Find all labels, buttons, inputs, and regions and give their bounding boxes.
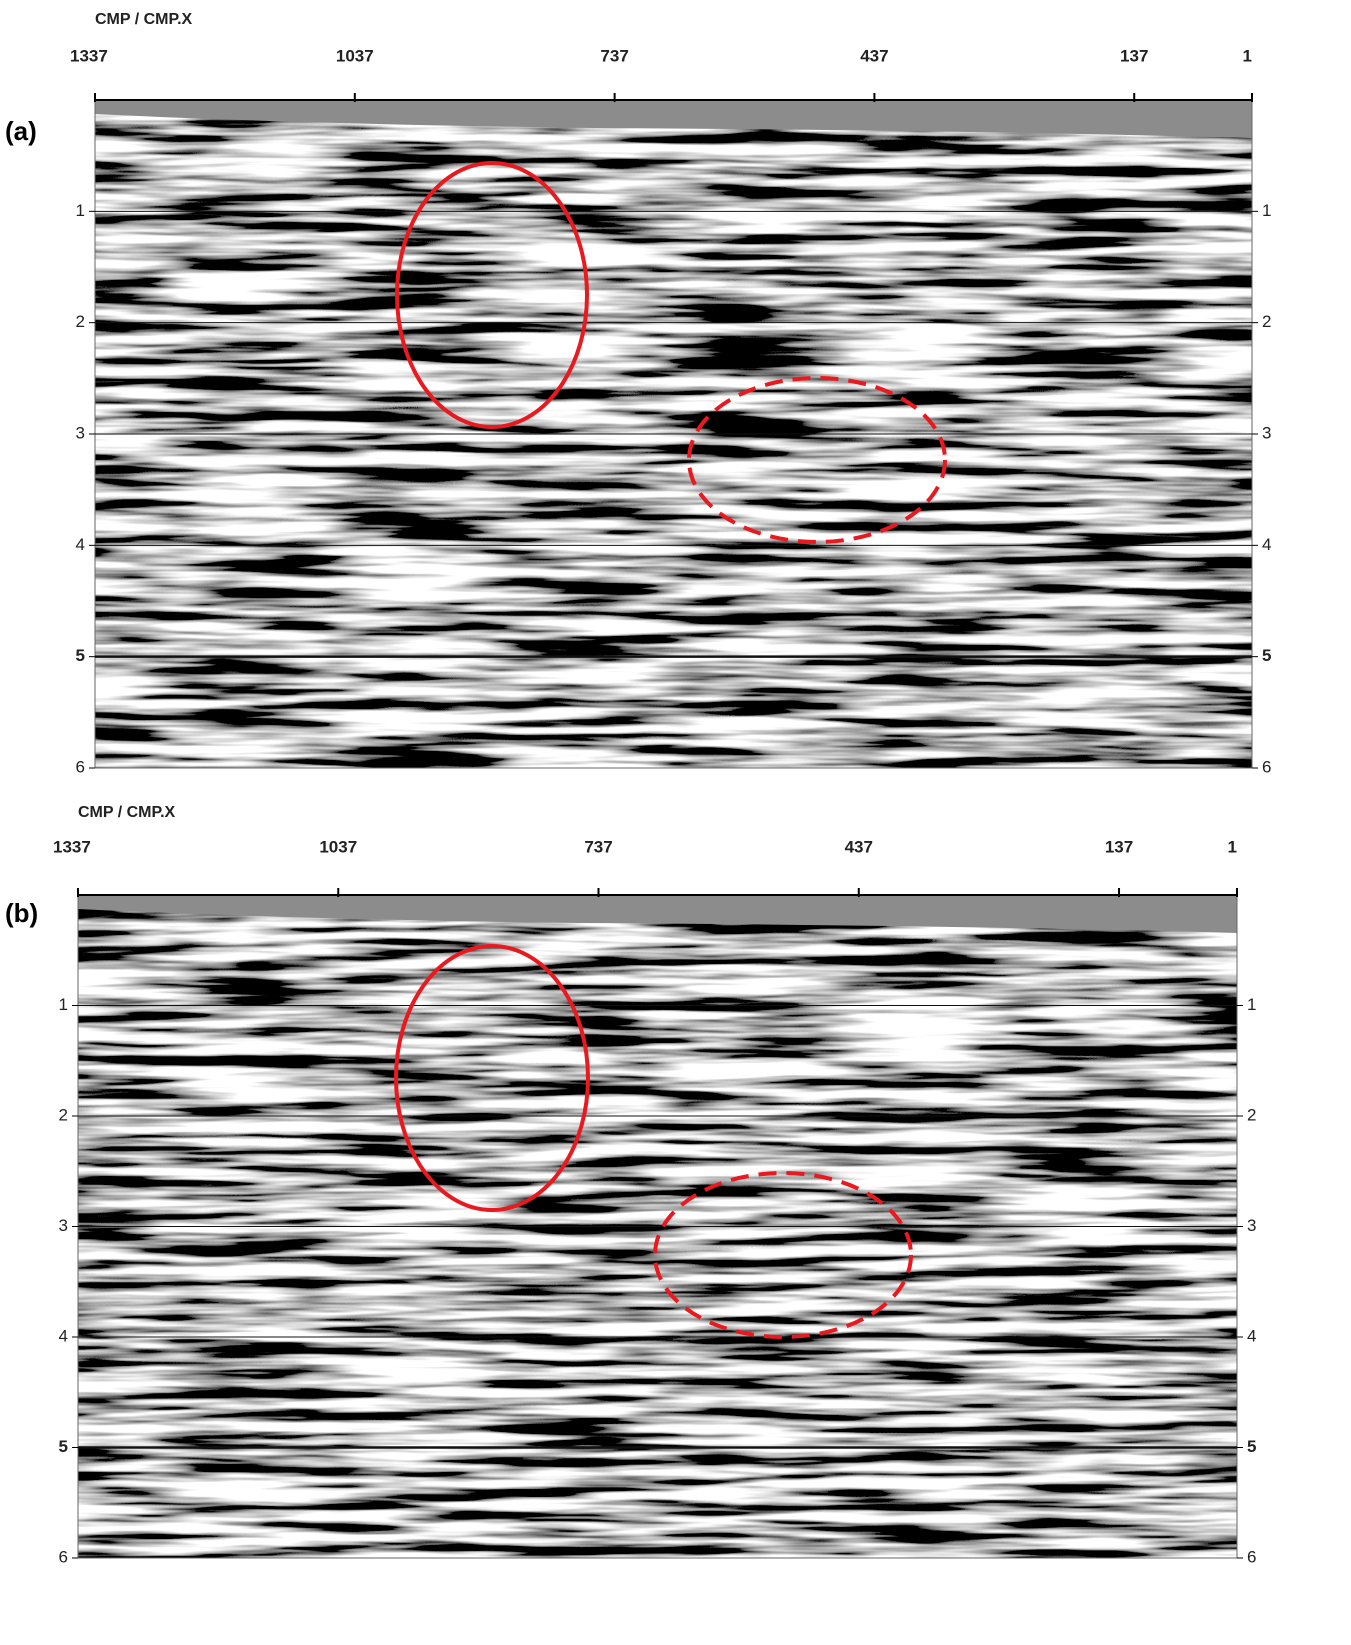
y-tick-label: 5 (76, 646, 85, 665)
no-data-band (95, 100, 1252, 138)
x-tick-label: 1037 (319, 837, 357, 856)
y-tick-label-right: 2 (1262, 312, 1271, 331)
highlight-ellipse (394, 944, 590, 1212)
y-tick-label: 3 (76, 423, 85, 442)
x-tick-label: 437 (860, 46, 888, 65)
x-axis-title: CMP / CMP.X (78, 804, 176, 821)
highlight-ellipse-dashed (653, 1171, 913, 1339)
y-tick-label: 3 (59, 1216, 68, 1235)
panel-label: (a) (5, 116, 37, 146)
x-tick-label: 737 (600, 46, 628, 65)
y-tick-label-right: 2 (1247, 1105, 1256, 1124)
y-tick-label: 4 (76, 535, 85, 554)
no-data-band (78, 895, 1237, 933)
x-axis-title: CMP / CMP.X (95, 11, 193, 28)
y-tick-label-right: 4 (1262, 535, 1271, 554)
y-tick-label: 4 (59, 1326, 68, 1345)
y-tick-label-right: 1 (1247, 995, 1256, 1014)
y-tick-label: 6 (59, 1547, 68, 1566)
y-tick-label: 6 (76, 757, 85, 776)
y-tick-label: 5 (59, 1437, 68, 1456)
x-tick-label: 1 (1228, 837, 1237, 856)
y-tick-label-right: 3 (1247, 1216, 1256, 1235)
y-tick-label-right: 6 (1247, 1547, 1256, 1566)
x-tick-label: 737 (584, 837, 612, 856)
y-tick-label-right: 5 (1247, 1437, 1256, 1456)
y-tick-label-right: 3 (1262, 423, 1271, 442)
y-tick-label: 2 (76, 312, 85, 331)
y-tick-label-right: 5 (1262, 646, 1271, 665)
x-tick-label: 437 (845, 837, 873, 856)
x-tick-label: 1 (1243, 46, 1252, 65)
y-tick-label-right: 1 (1262, 201, 1271, 220)
highlight-ellipse (395, 161, 589, 429)
x-tick-label: 137 (1120, 46, 1148, 65)
y-tick-label: 2 (59, 1105, 68, 1124)
x-tick-label: 1037 (336, 46, 374, 65)
panel-label: (b) (5, 898, 38, 928)
x-tick-label: 1337 (53, 837, 91, 856)
y-tick-label-right: 6 (1262, 757, 1271, 776)
y-tick-label: 1 (76, 201, 85, 220)
highlight-ellipse-dashed (687, 376, 947, 544)
y-tick-label: 1 (59, 995, 68, 1014)
x-tick-label: 1337 (70, 46, 108, 65)
y-tick-label-right: 4 (1247, 1326, 1256, 1345)
x-tick-label: 137 (1105, 837, 1133, 856)
